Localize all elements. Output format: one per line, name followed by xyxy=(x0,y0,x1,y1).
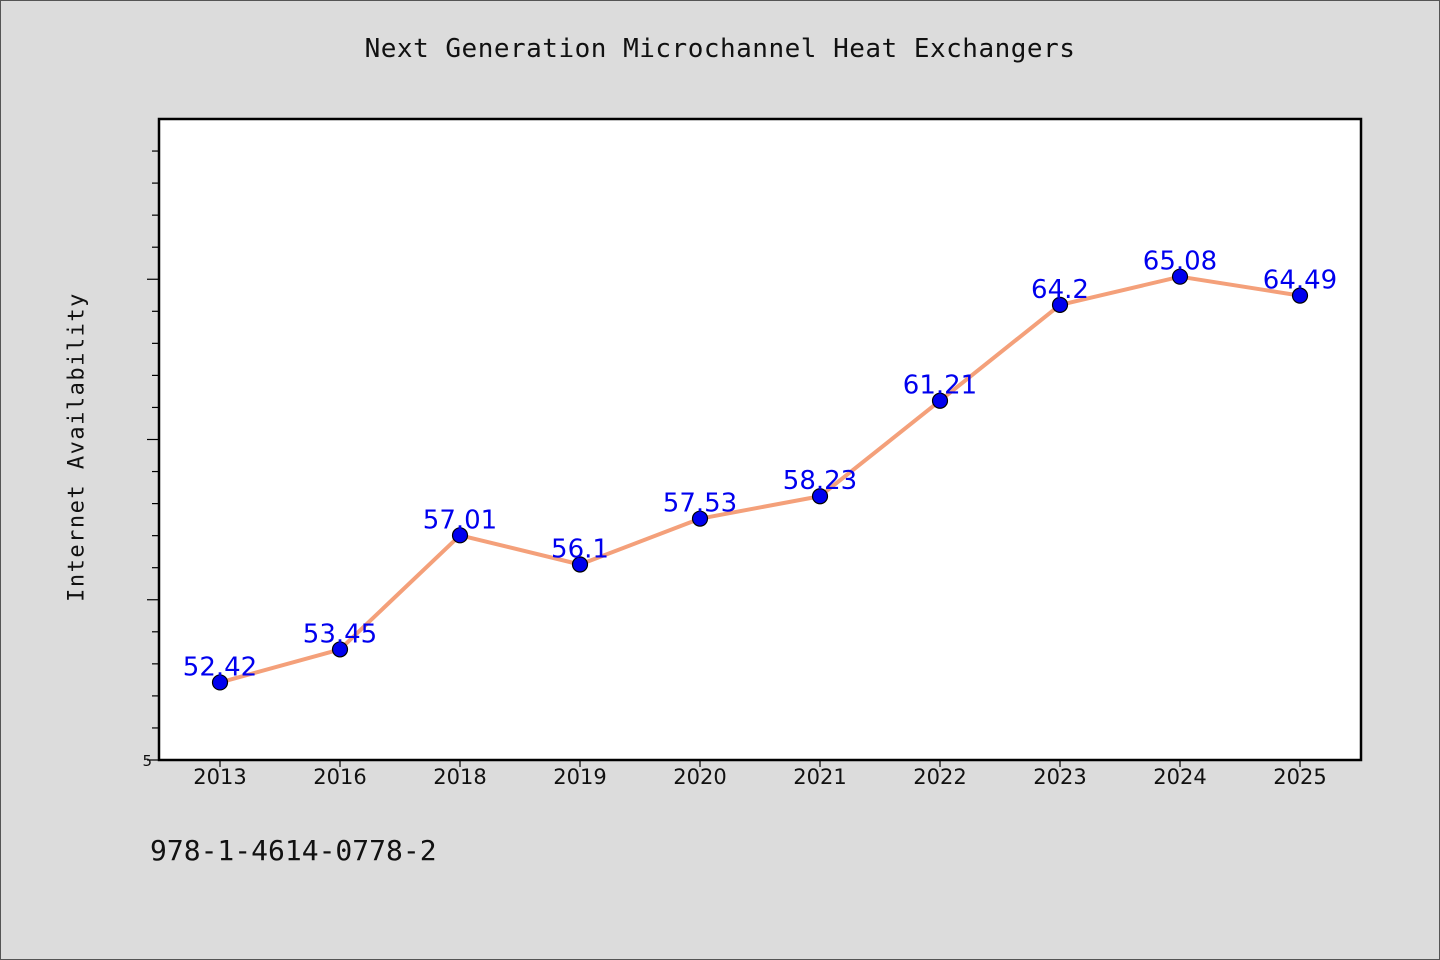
y-axis-ticks: 5 xyxy=(142,150,159,770)
data-point xyxy=(691,510,709,527)
x-tick-label: 2018 xyxy=(433,765,486,789)
data-label: 58.23 xyxy=(783,466,857,496)
data-point xyxy=(1291,287,1309,304)
data-label: 53.45 xyxy=(303,619,377,649)
data-label: 52.42 xyxy=(183,652,257,682)
data-point xyxy=(1051,296,1069,313)
data-point xyxy=(811,488,829,505)
data-label: 56.1 xyxy=(551,534,609,564)
data-label: 57.01 xyxy=(423,505,497,535)
data-point xyxy=(931,392,949,409)
data-point xyxy=(451,527,469,544)
x-tick-label: 2020 xyxy=(673,765,726,789)
x-tick-label: 2013 xyxy=(193,765,246,789)
plot-area xyxy=(157,117,1363,762)
x-tick-label: 2022 xyxy=(913,765,966,789)
data-label: 57.53 xyxy=(663,489,737,519)
chart-title: Next Generation Microchannel Heat Exchan… xyxy=(364,34,1076,64)
x-axis-ticks: 2013 2016 2018 2019 2020 2021 2022 2023 2024 2025 xyxy=(193,760,1327,789)
footer-code: 978-1-4614-0778-2 xyxy=(150,834,437,867)
data-labels: 52.42 53.45 57.01 56.1 57.53 58.23 61.21 64.2 65… xyxy=(183,247,1337,683)
data-point xyxy=(571,556,589,573)
y-tick-label: 5 xyxy=(142,752,152,770)
data-points xyxy=(211,268,1309,691)
data-point xyxy=(211,674,229,691)
data-label: 64.2 xyxy=(1031,275,1089,305)
x-tick-label: 2019 xyxy=(553,765,606,789)
x-tick-label: 2016 xyxy=(313,765,366,789)
data-label: 65.08 xyxy=(1143,247,1217,277)
series-line xyxy=(218,274,1302,685)
x-tick-label: 2023 xyxy=(1033,765,1086,789)
x-tick-label: 2025 xyxy=(1273,765,1326,789)
data-label: 64.49 xyxy=(1263,266,1337,296)
data-point xyxy=(1171,268,1189,285)
data-point xyxy=(331,641,349,658)
data-label: 61.21 xyxy=(903,371,977,401)
x-tick-label: 2024 xyxy=(1153,765,1206,789)
x-tick-label: 2021 xyxy=(793,765,846,789)
